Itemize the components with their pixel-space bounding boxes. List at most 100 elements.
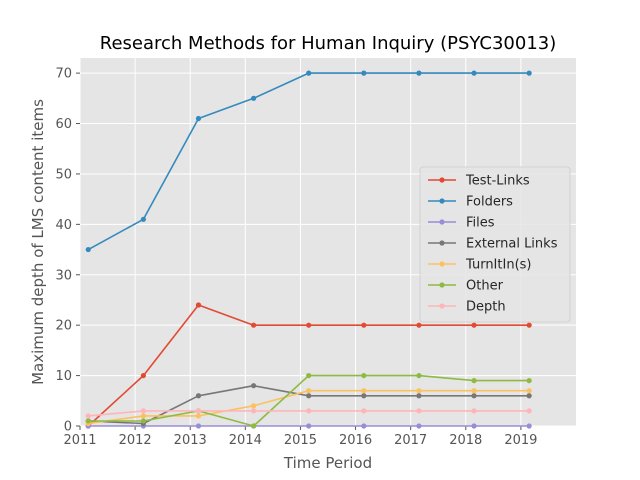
data-point <box>361 322 367 328</box>
y-tick-label: 20 <box>55 319 72 334</box>
data-point <box>361 388 367 394</box>
data-point <box>526 378 532 384</box>
data-point <box>195 393 202 399</box>
data-point <box>251 408 257 414</box>
data-point <box>471 388 477 394</box>
data-point <box>471 378 477 384</box>
data-point <box>140 372 146 379</box>
data-point <box>140 413 146 419</box>
y-tick-label: 60 <box>55 117 72 132</box>
legend-item: Files <box>428 216 495 231</box>
legend-label: Other <box>466 279 504 294</box>
y-tick-label: 70 <box>55 67 72 82</box>
legend-swatch-marker <box>439 282 445 288</box>
data-point <box>471 322 477 328</box>
x-tick-label: 2015 <box>284 433 317 448</box>
chart-title: Research Methods for Human Inquiry (PSYC… <box>100 33 557 54</box>
legend-label: Files <box>466 216 495 231</box>
data-point <box>361 372 367 379</box>
data-point <box>471 408 477 414</box>
y-axis-ticks: 0 10 20 30 40 50 60 70 <box>55 67 80 435</box>
data-point <box>306 322 312 328</box>
data-point <box>361 423 367 429</box>
series-depth <box>85 408 532 419</box>
data-point <box>306 388 312 394</box>
data-point <box>85 413 91 419</box>
series-layer <box>85 70 532 429</box>
data-point <box>526 393 532 399</box>
legend-swatch-marker <box>439 198 445 204</box>
data-point <box>195 115 202 122</box>
x-tick-label: 2011 <box>63 433 96 448</box>
y-tick-label: 10 <box>55 369 72 384</box>
legend-item: External Links <box>428 237 558 252</box>
x-tick-label: 2014 <box>229 433 262 448</box>
data-point <box>251 423 257 429</box>
data-point <box>416 322 422 328</box>
data-point <box>251 95 257 101</box>
legend-label: Folders <box>466 195 513 210</box>
y-tick-label: 40 <box>55 218 72 233</box>
data-point <box>306 408 312 414</box>
y-tick-label: 50 <box>55 167 72 182</box>
data-point <box>416 423 422 429</box>
data-point <box>361 393 367 399</box>
data-point <box>526 388 532 394</box>
legend-frame <box>419 166 571 323</box>
data-point <box>471 70 477 76</box>
y-tick-label: 0 <box>64 420 72 435</box>
series-folders <box>85 70 532 253</box>
x-axis-label: Time Period <box>283 454 372 472</box>
data-point <box>251 322 257 328</box>
data-point <box>306 70 312 76</box>
x-tick-label: 2018 <box>449 433 482 448</box>
data-point <box>251 403 257 409</box>
data-point <box>471 423 477 429</box>
data-point <box>195 423 202 429</box>
data-point <box>416 70 422 76</box>
x-tick-label: 2017 <box>394 433 427 448</box>
data-point <box>416 408 422 414</box>
data-point <box>140 408 146 414</box>
legend-swatch-marker <box>439 177 445 183</box>
data-point <box>251 383 257 389</box>
data-point <box>526 70 532 76</box>
y-axis-label: Maximum depth of LMS content items <box>29 99 47 385</box>
legend: Test-Links Folders Files External Links Turn… <box>419 166 571 323</box>
data-point <box>306 393 312 399</box>
x-axis-ticks: 2011 2012 2013 2014 2015 2016 2017 2018 2019 <box>63 426 537 448</box>
data-point <box>526 423 532 429</box>
legend-label: Depth <box>466 300 506 315</box>
x-tick-label: 2019 <box>504 433 537 448</box>
legend-label: TurnItIn(s) <box>465 258 531 273</box>
legend-swatch-marker <box>439 219 445 225</box>
data-point <box>140 216 146 222</box>
data-point <box>416 388 422 394</box>
legend-label: External Links <box>466 237 558 252</box>
legend-swatch-marker <box>439 240 445 246</box>
data-point <box>526 322 532 328</box>
data-point <box>526 408 532 414</box>
x-tick-label: 2013 <box>174 433 207 448</box>
legend-swatch-marker <box>439 303 445 309</box>
series-other <box>85 372 532 429</box>
x-tick-label: 2016 <box>339 433 372 448</box>
legend-item: Test-Links <box>428 174 530 189</box>
data-point <box>306 372 312 379</box>
data-point <box>306 423 312 429</box>
legend-item: Folders <box>428 195 513 210</box>
data-point <box>416 372 422 379</box>
x-tick-label: 2012 <box>119 433 152 448</box>
data-point <box>195 302 202 308</box>
data-point <box>361 70 367 76</box>
data-point <box>416 393 422 399</box>
data-point <box>85 246 91 253</box>
legend-item: TurnItIn(s) <box>428 258 531 273</box>
data-point <box>195 413 202 419</box>
y-tick-label: 30 <box>55 268 72 283</box>
data-point <box>471 393 477 399</box>
data-point <box>361 408 367 414</box>
legend-label: Test-Links <box>465 174 530 189</box>
data-point <box>140 418 146 424</box>
